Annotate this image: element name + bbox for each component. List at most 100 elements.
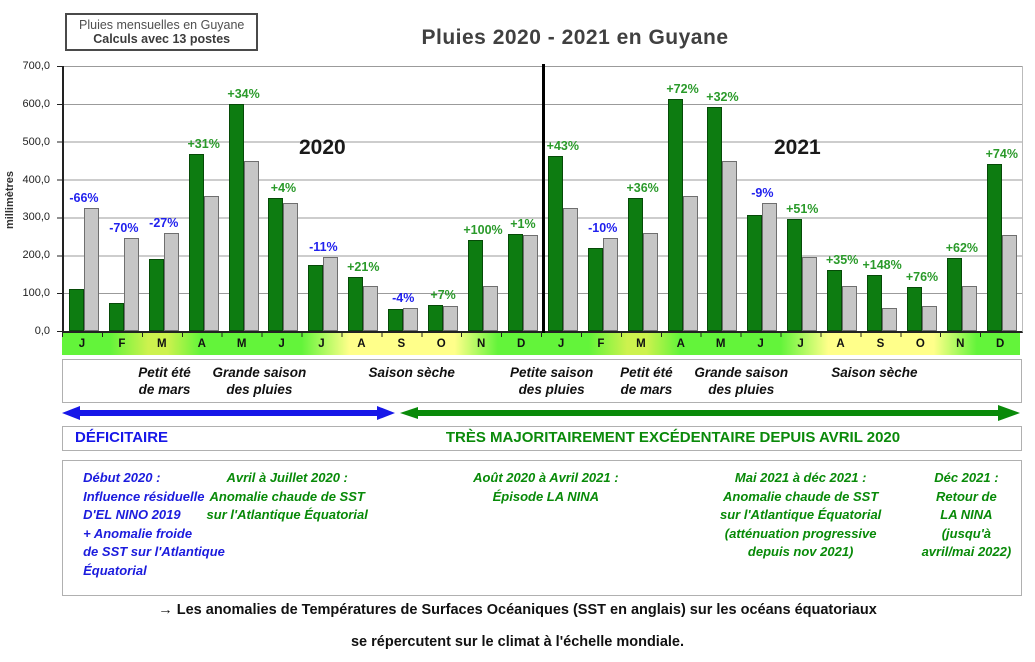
bar-group-month: +31% xyxy=(184,66,224,331)
chart-title: Pluies 2020 - 2021 en Guyane xyxy=(421,26,729,49)
sst-annotation: Avril à Juillet 2020 : Anomalie chaude de… xyxy=(206,470,368,522)
year-divider-line xyxy=(542,64,545,333)
bar-observed xyxy=(906,287,922,331)
bar-normal xyxy=(842,285,858,331)
excedentaire-label: TRÈS MAJORITAIREMENT EXCÉDENTAIRE DEPUIS… xyxy=(445,429,901,446)
y-tick-label: 400,0 xyxy=(22,173,50,186)
phase-labels-box: DÉFICITAIRE TRÈS MAJORITAIREMENT EXCÉDEN… xyxy=(62,426,1022,451)
month-letter: O xyxy=(915,338,925,350)
month-letter: J xyxy=(557,338,565,350)
year-label-2021: 2021 xyxy=(774,136,821,159)
y-tick-label: 200,0 xyxy=(22,249,50,262)
anomaly-percentage-label: +4% xyxy=(270,181,297,196)
bar-group-month: -27% xyxy=(144,66,184,331)
bar-observed xyxy=(667,99,683,331)
y-tick-label: 300,0 xyxy=(22,211,50,224)
bar-group-month: +1% xyxy=(503,66,543,331)
seasons-box: Petit été de mars Grande saison des pluies S… xyxy=(62,359,1022,403)
anomaly-percentage-label: +35% xyxy=(826,253,859,268)
bar-normal xyxy=(1001,234,1017,331)
season-label: Grande saison des pluies xyxy=(212,365,307,397)
bar-group-month: -70% xyxy=(104,66,144,331)
sst-annotation: Début 2020 : Influence résiduelle D'EL NI… xyxy=(83,470,225,578)
sst-annotation: Août 2020 à Avril 2021 : Épisode LA NINA xyxy=(473,470,619,504)
year-label-2020: 2020 xyxy=(299,136,346,159)
bar-group-month: +72% xyxy=(663,66,703,331)
season-label: Petite saison des pluies xyxy=(509,365,594,397)
anomaly-percentage-label: +62% xyxy=(945,240,979,255)
anomaly-percentage-label: +51% xyxy=(786,202,819,217)
bar-normal xyxy=(642,233,658,331)
season-label: Saison sèche xyxy=(831,365,918,380)
bar-group-month: +100% xyxy=(463,66,503,331)
bar-normal xyxy=(522,234,538,331)
month-letter: A xyxy=(676,338,685,350)
anomaly-percentage-label: -66% xyxy=(69,190,99,205)
anomaly-percentage-label: -4% xyxy=(392,290,415,305)
y-axis-ticklabels: 700,0 600,0 500,0 400,0 300,0 200,0 100,0 0,0 xyxy=(0,60,56,337)
bar-group-month: -9% xyxy=(742,66,782,331)
y-tick-label: 100,0 xyxy=(22,287,50,300)
bar-group-month: +43% xyxy=(543,66,583,331)
footer-line2: se répercutent sur le climat à l'échelle… xyxy=(350,634,685,650)
bar-normal xyxy=(682,196,698,331)
anomaly-percentage-label: -27% xyxy=(149,216,179,231)
bar-group-month: +21% xyxy=(343,66,383,331)
bar-group-month: +7% xyxy=(423,66,463,331)
month-letter: J xyxy=(318,338,325,350)
excedentaire-arrow xyxy=(400,405,1020,421)
season-label: Petit été de mars xyxy=(620,365,673,397)
bar-group-month: +4% xyxy=(264,66,304,331)
month-letter: J xyxy=(757,338,764,350)
month-letter: J xyxy=(797,338,804,350)
anomaly-percentage-label: +21% xyxy=(347,259,380,274)
bar-observed xyxy=(547,156,563,331)
annotations-box: Début 2020 : Influence résiduelle D'EL NI… xyxy=(62,460,1022,596)
bar-group-month: +74% xyxy=(982,66,1022,331)
bar-normal xyxy=(802,256,818,331)
bar-normal xyxy=(283,203,299,331)
anomaly-percentage-label: +1% xyxy=(510,216,536,231)
month-letter: N xyxy=(956,338,965,350)
month-letter: M xyxy=(157,338,167,350)
y-tick-label: 500,0 xyxy=(22,135,50,148)
y-axis-tickmarks xyxy=(57,66,62,332)
plot-area: 2020 2021 -66% -70% -27% +31% +34% +4% -11% +21… xyxy=(62,64,1023,333)
bar-normal xyxy=(762,203,778,331)
bar-normal xyxy=(722,161,738,331)
month-letter: D xyxy=(516,338,526,350)
y-tick-label: 700,0 xyxy=(22,60,50,72)
bar-observed xyxy=(507,233,523,331)
bar-normal xyxy=(403,307,419,331)
anomaly-percentage-label: -9% xyxy=(751,186,774,201)
bar-group-month: +62% xyxy=(942,66,982,331)
month-letter: F xyxy=(597,338,605,350)
phase-arrows xyxy=(62,404,1020,424)
sst-annotation: Mai 2021 à déc 2021 : Anomalie chaude de … xyxy=(720,470,882,559)
bar-observed xyxy=(188,153,204,331)
month-letter: O xyxy=(436,338,446,350)
season-label: Grande saison des pluies xyxy=(694,365,789,397)
month-letter: M xyxy=(636,338,646,350)
bar-normal xyxy=(961,285,977,331)
month-letter: S xyxy=(397,338,406,350)
bar-observed xyxy=(827,270,843,331)
bar-group-month: -11% xyxy=(303,66,343,331)
bar-observed xyxy=(867,274,883,331)
anomaly-percentage-label: +34% xyxy=(227,86,260,101)
bar-normal xyxy=(562,207,578,331)
bar-group-month: -4% xyxy=(383,66,423,331)
bar-normal xyxy=(921,306,937,331)
y-tick-label: 0,0 xyxy=(34,324,50,337)
month-letter: J xyxy=(278,338,285,350)
legend-line2: Calculs avec 13 postes xyxy=(93,32,231,46)
month-letter: F xyxy=(118,338,126,350)
bar-observed xyxy=(308,265,324,331)
anomaly-percentage-label: -70% xyxy=(109,221,139,236)
bar-group-month: +51% xyxy=(782,66,822,331)
bar-group-month: +148% xyxy=(862,66,902,331)
bar-normal xyxy=(163,233,179,331)
months-tickmarks xyxy=(62,333,1020,337)
legend-box: Pluies mensuelles en Guyane Calculs avec… xyxy=(65,13,259,51)
month-letter: A xyxy=(197,338,206,350)
